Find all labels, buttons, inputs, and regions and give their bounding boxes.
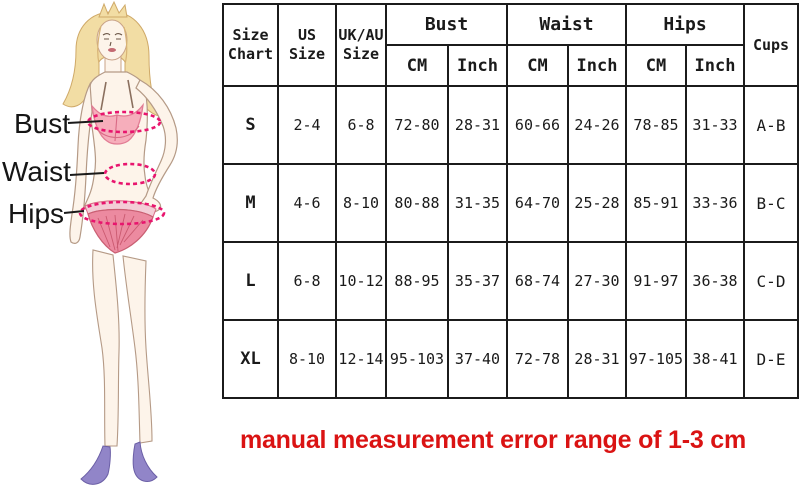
size-cell: XL (222, 319, 279, 399)
waist-cm-cell: 68-74 (506, 241, 569, 321)
waist-measure-ellipse (103, 162, 157, 186)
left-arm (69, 81, 93, 244)
header-cups: Cups (743, 3, 799, 87)
hair-front-strands (97, 25, 128, 65)
bust-inch-cell: 35-37 (447, 241, 508, 321)
header-waist: Waist (506, 3, 627, 46)
cups-cell: B-C (743, 163, 799, 243)
hips-inch-cell: 36-38 (685, 241, 745, 321)
right-leg (122, 255, 153, 444)
bra-cup-divider (95, 114, 140, 142)
size-cell: L (222, 241, 279, 321)
waist-inch-cell: 27-30 (567, 241, 627, 321)
table-row-xl: XL 8-10 12-14 95-103 37-40 72-78 28-31 9… (222, 319, 799, 399)
us-size-cell: 4-6 (277, 163, 337, 243)
hips-inch-cell: 31-33 (685, 85, 745, 165)
table-row-m: M 4-6 8-10 80-88 31-35 64-70 25-28 85-91… (222, 163, 799, 243)
bust-cm-cell: 72-80 (385, 85, 449, 165)
cups-cell: C-D (743, 241, 799, 321)
bust-inch-cell: 28-31 (447, 85, 508, 165)
waist-inch-cell: 25-28 (567, 163, 627, 243)
hips-cm-cell: 85-91 (625, 163, 687, 243)
uk-au-size-cell: 12-14 (335, 319, 387, 399)
bust-cm-cell: 80-88 (385, 163, 449, 243)
uk-au-size-cell: 10-12 (335, 241, 387, 321)
header-bust-inch: Inch (447, 44, 508, 87)
woman-sketch (62, 0, 178, 485)
header-us-size: US Size (277, 3, 337, 87)
hips-inch-cell: 38-41 (685, 319, 745, 399)
hair-bun (98, 0, 128, 18)
header-uk-au-size: UK/AU Size (335, 3, 387, 87)
header-waist-inch: Inch (567, 44, 627, 87)
size-chart-table: Size Chart US Size UK/AU Size Bust Waist… (222, 3, 799, 399)
waist-inch-cell: 24-26 (567, 85, 627, 165)
cups-cell: D-E (743, 319, 799, 399)
waist-cm-cell: 64-70 (506, 163, 569, 243)
right-shoe (132, 441, 158, 482)
waist-inch-cell: 28-31 (567, 319, 627, 399)
hips-cm-cell: 91-97 (625, 241, 687, 321)
header-size-chart: Size Chart (222, 3, 279, 87)
header-bust: Bust (385, 3, 508, 46)
waist-pointer-line (69, 172, 105, 176)
hips-label: Hips (8, 198, 65, 229)
bust-cm-cell: 95-103 (385, 319, 449, 399)
us-size-cell: 6-8 (277, 241, 337, 321)
bust-pointer-line (67, 120, 104, 124)
bra-straps (100, 79, 134, 111)
us-size-cell: 8-10 (277, 319, 337, 399)
bust-cm-cell: 88-95 (385, 241, 449, 321)
bust-label: Bust (14, 108, 71, 139)
hips-measure-ellipse (78, 200, 166, 226)
lips (108, 48, 116, 52)
header-hips: Hips (625, 3, 745, 46)
hips-cm-cell: 97-105 (625, 319, 687, 399)
hips-pointer-line (63, 210, 85, 214)
table-row-s: S 2-4 6-8 72-80 28-31 60-66 24-26 78-85 … (222, 85, 799, 165)
bust-measure-ellipse (86, 110, 162, 134)
bust-inch-cell: 31-35 (447, 163, 508, 243)
cups-cell: A-B (743, 85, 799, 165)
waist-label: Waist (2, 156, 71, 187)
panties-hatching (97, 213, 144, 252)
figure-illustration: Bust Waist Hips (0, 0, 222, 500)
hips-cm-cell: 78-85 (625, 85, 687, 165)
hips-inch-cell: 33-36 (685, 163, 745, 243)
header-waist-cm: CM (506, 44, 569, 87)
us-size-cell: 2-4 (277, 85, 337, 165)
header-hips-cm: CM (625, 44, 687, 87)
left-leg (92, 249, 120, 447)
face-features (102, 32, 123, 47)
uk-au-size-cell: 8-10 (335, 163, 387, 243)
header-hips-inch: Inch (685, 44, 745, 87)
measurement-note: manual measurement error range of 1-3 cm (239, 426, 747, 454)
size-cell: M (222, 163, 279, 243)
uk-au-size-cell: 6-8 (335, 85, 387, 165)
head (96, 19, 128, 61)
size-cell: S (222, 85, 279, 165)
left-shoe (80, 445, 111, 485)
waist-cm-cell: 72-78 (506, 319, 569, 399)
header-bust-cm: CM (385, 44, 449, 87)
table-row-l: L 6-8 10-12 88-95 35-37 68-74 27-30 91-9… (222, 241, 799, 321)
waist-cm-cell: 60-66 (506, 85, 569, 165)
bust-inch-cell: 37-40 (447, 319, 508, 399)
